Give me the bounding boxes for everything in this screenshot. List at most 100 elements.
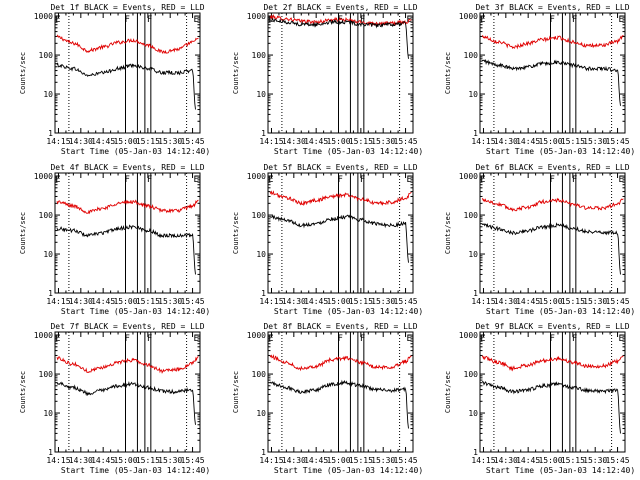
x-tick-label: 15:00: [538, 137, 562, 146]
marker-E-label: E: [55, 15, 60, 25]
panel-det-3: Det 3f BLACK = Events, RED = LLD 1 10 100 10…: [444, 3, 635, 156]
x-tick-label: 15:30: [371, 137, 395, 146]
plot-frame: [479, 12, 626, 134]
y-tick-label: 1000: [459, 12, 478, 21]
panel-title: Det 6f BLACK = Events, RED = LLD: [475, 163, 629, 172]
x-tick-label: 14:30: [494, 297, 518, 306]
x-tick-label: 14:15: [259, 137, 283, 146]
x-tick-label: 15:45: [181, 137, 205, 146]
x-tick-label: 14:45: [516, 456, 540, 465]
marker-E-label: E: [55, 334, 60, 344]
y-tick-label: 1: [261, 129, 266, 138]
marker-F-label: F: [338, 334, 343, 344]
x-tick-label: 15:30: [371, 456, 395, 465]
marker-F-label: F: [360, 175, 365, 185]
y-tick-label: 10: [468, 409, 478, 418]
y-tick-label: 1000: [34, 172, 53, 181]
marker-E-label: E: [480, 334, 485, 344]
lld-series-line: [481, 34, 624, 50]
x-tick-label: 14:30: [282, 456, 306, 465]
y-tick-label: 10: [256, 90, 266, 99]
lld-series-line: [56, 355, 199, 374]
x-axis-label: Start Time (05-Jan-03 14:12:40): [486, 466, 635, 475]
y-tick-label: 10: [256, 409, 266, 418]
marker-F-label: F: [147, 334, 152, 344]
plot-frame: [479, 172, 626, 294]
y-tick-label: 100: [252, 370, 267, 379]
y-tick-label: 100: [464, 211, 479, 220]
y-tick-label: 100: [39, 211, 54, 220]
y-tick-label: 10: [256, 250, 266, 259]
x-tick-label: 14:15: [259, 456, 283, 465]
x-tick-label: 14:45: [516, 137, 540, 146]
y-tick-label: 100: [252, 51, 267, 60]
marker-F-label: F: [125, 175, 130, 185]
lld-series-line: [269, 190, 412, 206]
marker-F-label: F: [360, 15, 365, 25]
marker-F-label: F: [572, 334, 577, 344]
x-axis-label: Start Time (05-Jan-03 14:12:40): [486, 307, 635, 316]
marker-F-label: F: [572, 15, 577, 25]
panel-title: Det 8f BLACK = Events, RED = LLD: [263, 322, 417, 331]
marker-E-label: E: [194, 334, 199, 344]
x-tick-label: 14:30: [69, 137, 93, 146]
y-axis-label: Counts/sec: [444, 212, 452, 254]
y-tick-label: 1: [48, 289, 53, 298]
y-tick-label: 1: [473, 448, 478, 457]
marker-F-label: F: [338, 175, 343, 185]
x-tick-label: 14:45: [304, 137, 328, 146]
x-tick-label: 14:45: [304, 456, 328, 465]
events-series-line: [56, 62, 196, 110]
events-series-line: [481, 222, 621, 275]
x-tick-label: 15:15: [561, 456, 585, 465]
lld-series-line: [56, 34, 199, 55]
x-tick-label: 15:00: [538, 456, 562, 465]
x-tick-label: 15:15: [349, 297, 373, 306]
x-tick-label: 14:30: [282, 137, 306, 146]
y-tick-label: 10: [43, 409, 53, 418]
x-tick-label: 15:00: [113, 456, 137, 465]
x-tick-label: 15:15: [349, 456, 373, 465]
events-series-line: [56, 381, 196, 425]
y-axis-label: Counts/sec: [19, 212, 27, 254]
lld-series-line: [56, 199, 199, 215]
x-tick-label: 14:30: [282, 297, 306, 306]
events-series-line: [481, 381, 621, 434]
marker-E-label: E: [619, 175, 624, 185]
marker-E-label: E: [55, 175, 60, 185]
x-tick-label: 14:15: [259, 297, 283, 306]
panel-title: Det 9f BLACK = Events, RED = LLD: [475, 322, 629, 331]
marker-F-label: F: [550, 15, 555, 25]
y-tick-label: 1000: [459, 172, 478, 181]
x-tick-label: 14:30: [69, 297, 93, 306]
marker-F-label: F: [550, 334, 555, 344]
marker-E-label: E: [407, 15, 412, 25]
x-tick-label: 15:00: [113, 297, 137, 306]
x-tick-label: 15:00: [326, 137, 350, 146]
x-axis-label: Start Time (05-Jan-03 14:12:40): [274, 147, 423, 156]
x-tick-label: 15:30: [371, 297, 395, 306]
plot-frame: [54, 331, 201, 453]
marker-E-label: E: [480, 15, 485, 25]
x-tick-label: 15:30: [583, 297, 607, 306]
x-tick-label: 14:15: [471, 297, 495, 306]
x-axis-label: Start Time (05-Jan-03 14:12:40): [274, 307, 423, 316]
panel-det-4: Det 4f BLACK = Events, RED = LLD 1 10 100 10…: [19, 163, 210, 316]
y-tick-label: 1: [48, 448, 53, 457]
panel-det-9: Det 9f BLACK = Events, RED = LLD 1 10 100 10…: [444, 322, 635, 475]
plot-frame: [479, 331, 626, 453]
panel-det-2: Det 2f BLACK = Events, RED = LLD 1 10 100 10…: [232, 3, 423, 156]
y-tick-label: 1: [473, 129, 478, 138]
marker-F-label: F: [572, 175, 577, 185]
lld-series-line: [481, 197, 624, 212]
lld-series-line: [269, 354, 412, 372]
x-tick-label: 15:45: [181, 297, 205, 306]
y-tick-label: 1000: [34, 331, 53, 340]
x-axis-label: Start Time (05-Jan-03 14:12:40): [61, 147, 210, 156]
marker-F-label: F: [360, 334, 365, 344]
x-tick-label: 15:00: [113, 137, 137, 146]
marker-E-label: E: [480, 175, 485, 185]
x-tick-label: 15:15: [136, 297, 160, 306]
y-axis-label: Counts/sec: [232, 371, 240, 413]
marker-E-label: E: [407, 175, 412, 185]
